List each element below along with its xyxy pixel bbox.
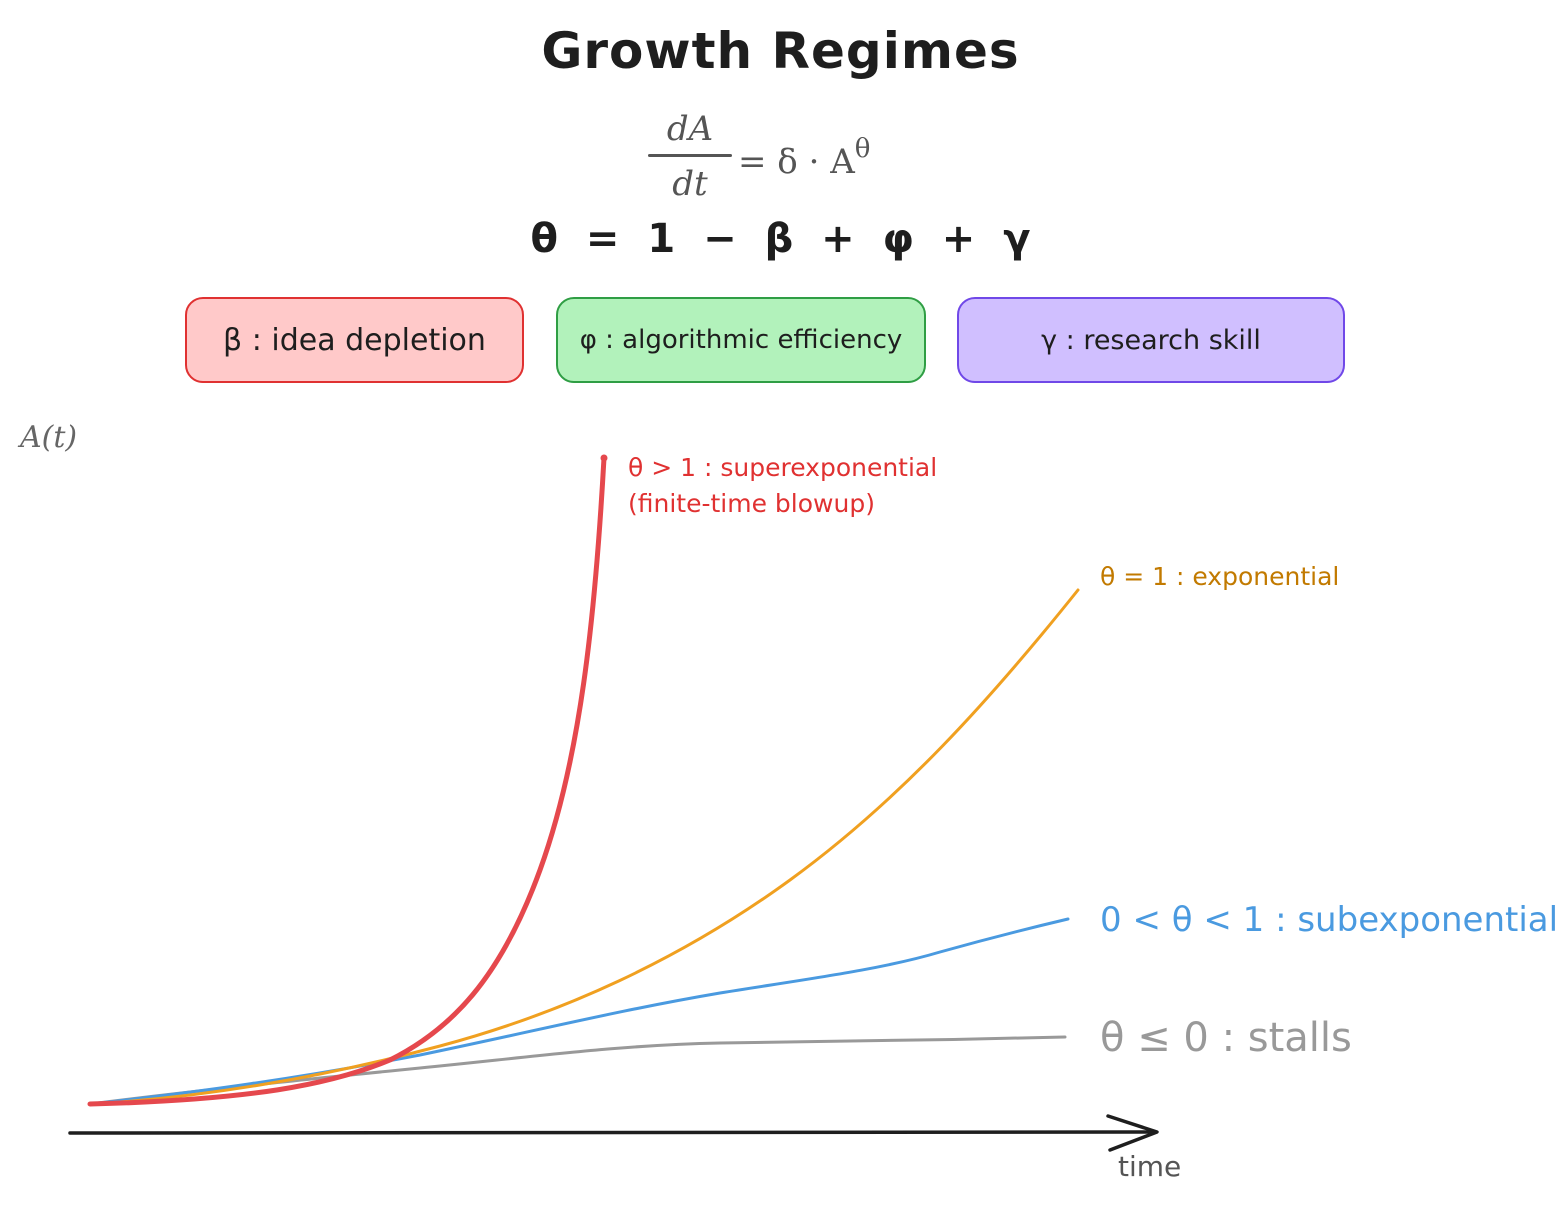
label-superexponential-line1: θ > 1 : superexponential <box>628 453 938 482</box>
curve-superexponential-endpoint <box>600 454 608 462</box>
fraction-denominator: dt <box>672 164 708 204</box>
x-axis-line <box>68 1130 1157 1135</box>
curve-exponential <box>88 588 1080 1106</box>
x-axis-label: time <box>1118 1150 1182 1183</box>
param-box-phi: φ : algorithmic efficiency <box>556 297 926 383</box>
equation-rhs: = δ · Aθ <box>738 134 870 182</box>
label-superexponential: θ > 1 : superexponential (finite-time bl… <box>628 450 937 522</box>
param-label-gamma: γ : research skill <box>1041 324 1261 356</box>
param-label-phi: φ : algorithmic efficiency <box>579 325 903 355</box>
label-subexponential: 0 < θ < 1 : subexponential <box>1100 900 1559 940</box>
fraction-numerator: dA <box>666 109 714 149</box>
label-superexponential-line2: (finite-time blowup) <box>628 489 875 518</box>
param-label-beta: β : idea depletion <box>223 322 486 358</box>
derivative-fraction: dA dt <box>648 108 732 205</box>
curve-superexponential <box>87 455 607 1107</box>
curve-subexponential <box>88 917 1070 1106</box>
x-axis-arrowhead <box>1106 1114 1159 1152</box>
label-stalls: θ ≤ 0 : stalls <box>1100 1015 1352 1061</box>
param-box-beta: β : idea depletion <box>185 297 524 383</box>
equation-exponent: θ <box>854 134 871 164</box>
equation-rhs-text: = δ · A <box>738 142 855 182</box>
param-box-gamma: γ : research skill <box>957 297 1345 383</box>
label-exponential: θ = 1 : exponential <box>1100 562 1340 591</box>
theta-definition: θ = 1 − β + φ + γ <box>530 216 1031 262</box>
y-axis-label: A(t) <box>20 420 78 455</box>
fraction-bar <box>648 154 732 157</box>
page-title: Growth Regimes <box>541 22 1020 80</box>
